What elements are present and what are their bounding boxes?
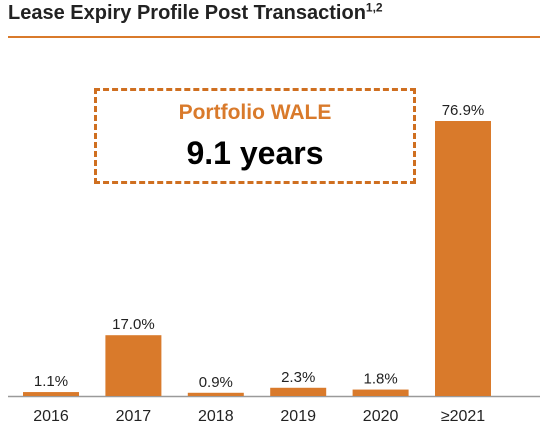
x-tick-label-5: ≥2021 <box>441 408 485 425</box>
x-tick-label-2: 2018 <box>198 408 234 425</box>
chart-title-footnote: 1,2 <box>365 0 383 15</box>
data-label-3: 2.3% <box>281 369 315 386</box>
bar-3 <box>270 387 327 396</box>
data-label-5: 76.9% <box>442 102 485 119</box>
chart-title-text: Lease Expiry Profile Post Transaction <box>8 2 366 24</box>
title-underline <box>8 36 540 38</box>
bar-2 <box>187 392 244 396</box>
wale-callout-label: Portfolio WALE <box>178 101 332 124</box>
wale-callout-box: Portfolio WALE 9.1 years <box>94 88 416 184</box>
chart-title: Lease Expiry Profile Post Transaction1,2 <box>8 0 383 25</box>
bar-0 <box>23 392 79 396</box>
data-label-2: 0.9% <box>199 374 233 391</box>
data-label-0: 1.1% <box>34 373 68 390</box>
bar-5 <box>435 121 491 396</box>
x-tick-label-1: 2017 <box>116 408 152 425</box>
data-label-1: 17.0% <box>112 316 155 333</box>
data-label-4: 1.8% <box>363 371 397 388</box>
x-tick-label-0: 2016 <box>33 408 69 425</box>
x-tick-label-3: 2019 <box>280 408 316 425</box>
bar-1 <box>105 335 162 396</box>
wale-callout-value: 9.1 years <box>186 135 324 171</box>
x-tick-label-4: 2020 <box>363 408 399 425</box>
bar-4 <box>352 389 409 396</box>
